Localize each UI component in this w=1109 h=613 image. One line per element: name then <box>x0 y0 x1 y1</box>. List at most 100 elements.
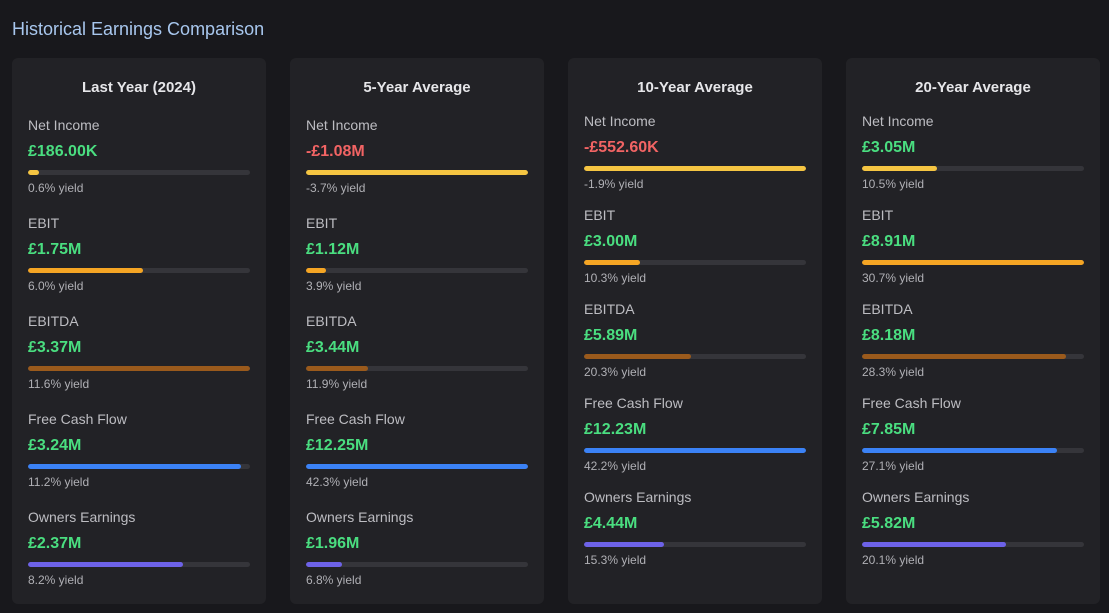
yield-bar-track <box>28 170 250 175</box>
metric-value: £1.75M <box>28 241 82 258</box>
metric-free-cash-flow: Free Cash Flow £12.25M 42.3% yield <box>306 410 528 508</box>
yield-bar-track <box>306 562 528 567</box>
yield-bar-fill <box>306 562 342 567</box>
metric-label: EBIT <box>862 207 894 223</box>
metric-label: EBITDA <box>584 301 635 317</box>
yield-bar-fill <box>28 170 40 175</box>
metric-label: Free Cash Flow <box>862 395 961 411</box>
metric-value: £1.12M <box>306 241 360 258</box>
metric-net-income: Net Income £186.00K 0.6% yield <box>28 116 250 214</box>
metric-value: £3.44M <box>306 339 360 356</box>
metric-label: Owners Earnings <box>306 509 414 525</box>
yield-bar-fill <box>28 464 242 469</box>
yield-bar-fill <box>862 448 1058 453</box>
metric-yield: 30.7% yield <box>862 271 925 285</box>
metric-owners-earnings: Owners Earnings £5.82M 20.1% yield <box>862 488 1084 582</box>
metric-ebitda: EBITDA £3.37M 11.6% yield <box>28 312 250 410</box>
yield-bar-track <box>584 354 806 359</box>
yield-bar-fill <box>862 166 938 171</box>
yield-bar-fill <box>306 268 326 273</box>
metric-value: £1.96M <box>306 535 360 552</box>
card-title: Last Year (2024) <box>82 79 196 96</box>
metric-yield: 27.1% yield <box>862 459 925 473</box>
metric-label: Free Cash Flow <box>584 395 683 411</box>
metric-yield: 6.0% yield <box>28 279 84 293</box>
metric-net-income: Net Income -£1.08M -3.7% yield <box>306 116 528 214</box>
metric-yield: 20.1% yield <box>862 553 925 567</box>
yield-bar-fill <box>306 170 528 175</box>
metric-label: Free Cash Flow <box>306 411 405 427</box>
yield-bar-fill <box>862 354 1067 359</box>
metric-owners-earnings: Owners Earnings £1.96M 6.8% yield <box>306 508 528 606</box>
page-title: Historical Earnings Comparison <box>12 19 265 39</box>
yield-bar-track <box>28 464 250 469</box>
metric-value: £8.18M <box>862 327 916 344</box>
metric-yield: -1.9% yield <box>584 177 644 191</box>
yield-bar-track <box>584 542 806 547</box>
yield-bar-track <box>584 166 806 171</box>
yield-bar-fill <box>584 448 806 453</box>
yield-bar-track <box>306 464 528 469</box>
metric-yield: 11.2% yield <box>28 475 90 489</box>
metric-owners-earnings: Owners Earnings £2.37M 8.2% yield <box>28 508 250 606</box>
yield-bar-fill <box>584 260 640 265</box>
card-title: 20-Year Average <box>915 79 1031 96</box>
metric-value: £3.37M <box>28 339 82 356</box>
yield-bar-track <box>862 448 1084 453</box>
metric-value: £3.00M <box>584 233 638 250</box>
metric-ebit: EBIT £8.91M 30.7% yield <box>862 206 1084 300</box>
metric-ebitda: EBITDA £5.89M 20.3% yield <box>584 300 806 394</box>
metric-yield: 11.9% yield <box>306 377 368 391</box>
metric-label: Owners Earnings <box>862 489 970 505</box>
metric-yield: 8.2% yield <box>28 573 84 587</box>
metric-value: -£552.60K <box>584 139 659 156</box>
metric-label: Owners Earnings <box>584 489 692 505</box>
card-title: 10-Year Average <box>637 79 753 96</box>
yield-bar-fill <box>28 562 184 567</box>
metric-ebitda: EBITDA £8.18M 28.3% yield <box>862 300 1084 394</box>
metric-value: £5.89M <box>584 327 638 344</box>
metric-value: £2.37M <box>28 535 82 552</box>
metric-ebit: EBIT £3.00M 10.3% yield <box>584 206 806 300</box>
metric-label: EBIT <box>584 207 616 223</box>
card-last-year: Last Year (2024) Net Income £186.00K 0.6… <box>12 58 266 604</box>
metric-yield: 15.3% yield <box>584 553 647 567</box>
yield-bar-track <box>584 448 806 453</box>
metric-value: £12.23M <box>584 421 647 438</box>
metric-free-cash-flow: Free Cash Flow £12.23M 42.2% yield <box>584 394 806 488</box>
yield-bar-track <box>862 260 1084 265</box>
metric-label: EBITDA <box>862 301 913 317</box>
metric-label: EBIT <box>306 215 338 231</box>
card-title: 5-Year Average <box>363 79 471 96</box>
metric-value: £186.00K <box>28 143 98 160</box>
metric-ebit: EBIT £1.12M 3.9% yield <box>306 214 528 312</box>
metric-label: EBITDA <box>28 313 79 329</box>
yield-bar-fill <box>862 542 1007 547</box>
metric-value: £3.24M <box>28 437 82 454</box>
metric-yield: 0.6% yield <box>28 181 84 195</box>
yield-bar-track <box>28 268 250 273</box>
metric-yield: 3.9% yield <box>306 279 362 293</box>
metric-label: Owners Earnings <box>28 509 136 525</box>
comparison-cards: Last Year (2024) Net Income £186.00K 0.6… <box>12 58 1100 604</box>
metric-yield: -3.7% yield <box>306 181 366 195</box>
metric-label: Net Income <box>306 117 378 133</box>
metric-yield: 10.3% yield <box>584 271 647 285</box>
metric-yield: 6.8% yield <box>306 573 362 587</box>
card-5-year-average: 5-Year Average Net Income -£1.08M -3.7% … <box>290 58 544 604</box>
yield-bar-track <box>306 268 528 273</box>
yield-bar-fill <box>584 354 691 359</box>
yield-bar-fill <box>862 260 1084 265</box>
metric-yield: 20.3% yield <box>584 365 647 379</box>
metric-yield: 42.3% yield <box>306 475 369 489</box>
yield-bar-fill <box>306 366 369 371</box>
metric-value: £7.85M <box>862 421 916 438</box>
metric-label: EBIT <box>28 215 60 231</box>
metric-label: Free Cash Flow <box>28 411 127 427</box>
yield-bar-fill <box>306 464 528 469</box>
yield-bar-track <box>28 366 250 371</box>
yield-bar-track <box>306 170 528 175</box>
metric-label: Net Income <box>862 113 934 129</box>
metric-label: EBITDA <box>306 313 357 329</box>
metric-value: £4.44M <box>584 515 638 532</box>
